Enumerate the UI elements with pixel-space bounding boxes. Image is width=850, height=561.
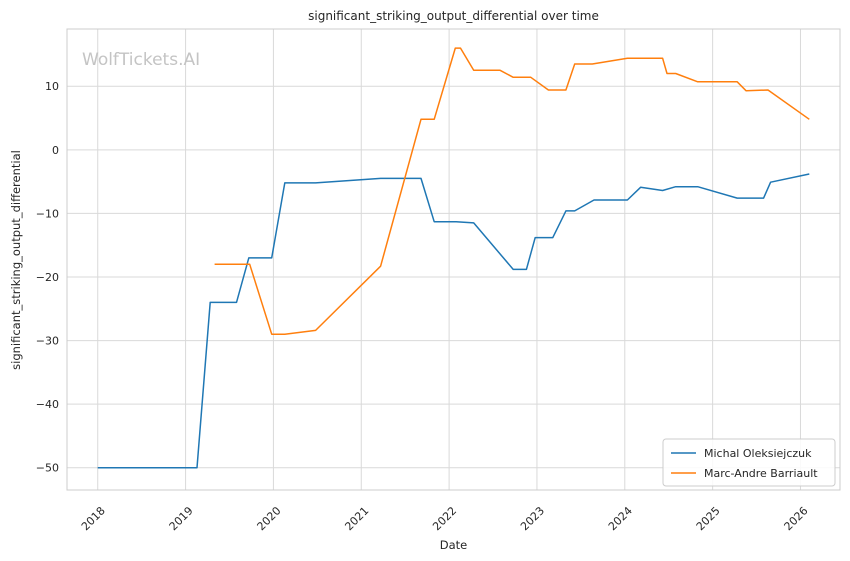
series-layer [97,47,810,469]
series-line-marc-andre-barriault [214,47,810,335]
legend-label-marc-andre-barriault: Marc-Andre Barriault [704,467,818,480]
x-axis-ticks: 2018 2019 2020 2021 2022 2023 2024 2025 2026 [79,504,811,533]
legend-box [662,438,836,487]
chart-title: significant_striking_output_differential… [308,9,599,23]
legend: Michal Oleksiejczuk Marc-Andre Barriault [662,438,836,487]
watermark: WolfTickets.AI [82,50,200,70]
y-axis-ticks: −50 −40 −30 −20 −10 0 10 [36,80,59,475]
legend-label-michal-oleksiejczuk: Michal Oleksiejczuk [704,447,812,460]
x-axis-label: Date [440,538,468,552]
watermark-layer: WolfTickets.AI [82,50,200,70]
y-tick-label: 0 [52,144,59,157]
y-tick-label: −30 [36,335,59,348]
y-tick-label: −20 [36,271,59,284]
series-line-michal-oleksiejczuk [97,173,810,469]
y-tick-label: −40 [36,398,59,411]
plot-frame [66,28,841,491]
y-axis-label: significant_striking_output_differential [9,150,23,370]
y-tick-label: 10 [45,80,59,93]
y-tick-label: −50 [36,462,59,475]
y-tick-label: −10 [36,207,59,220]
